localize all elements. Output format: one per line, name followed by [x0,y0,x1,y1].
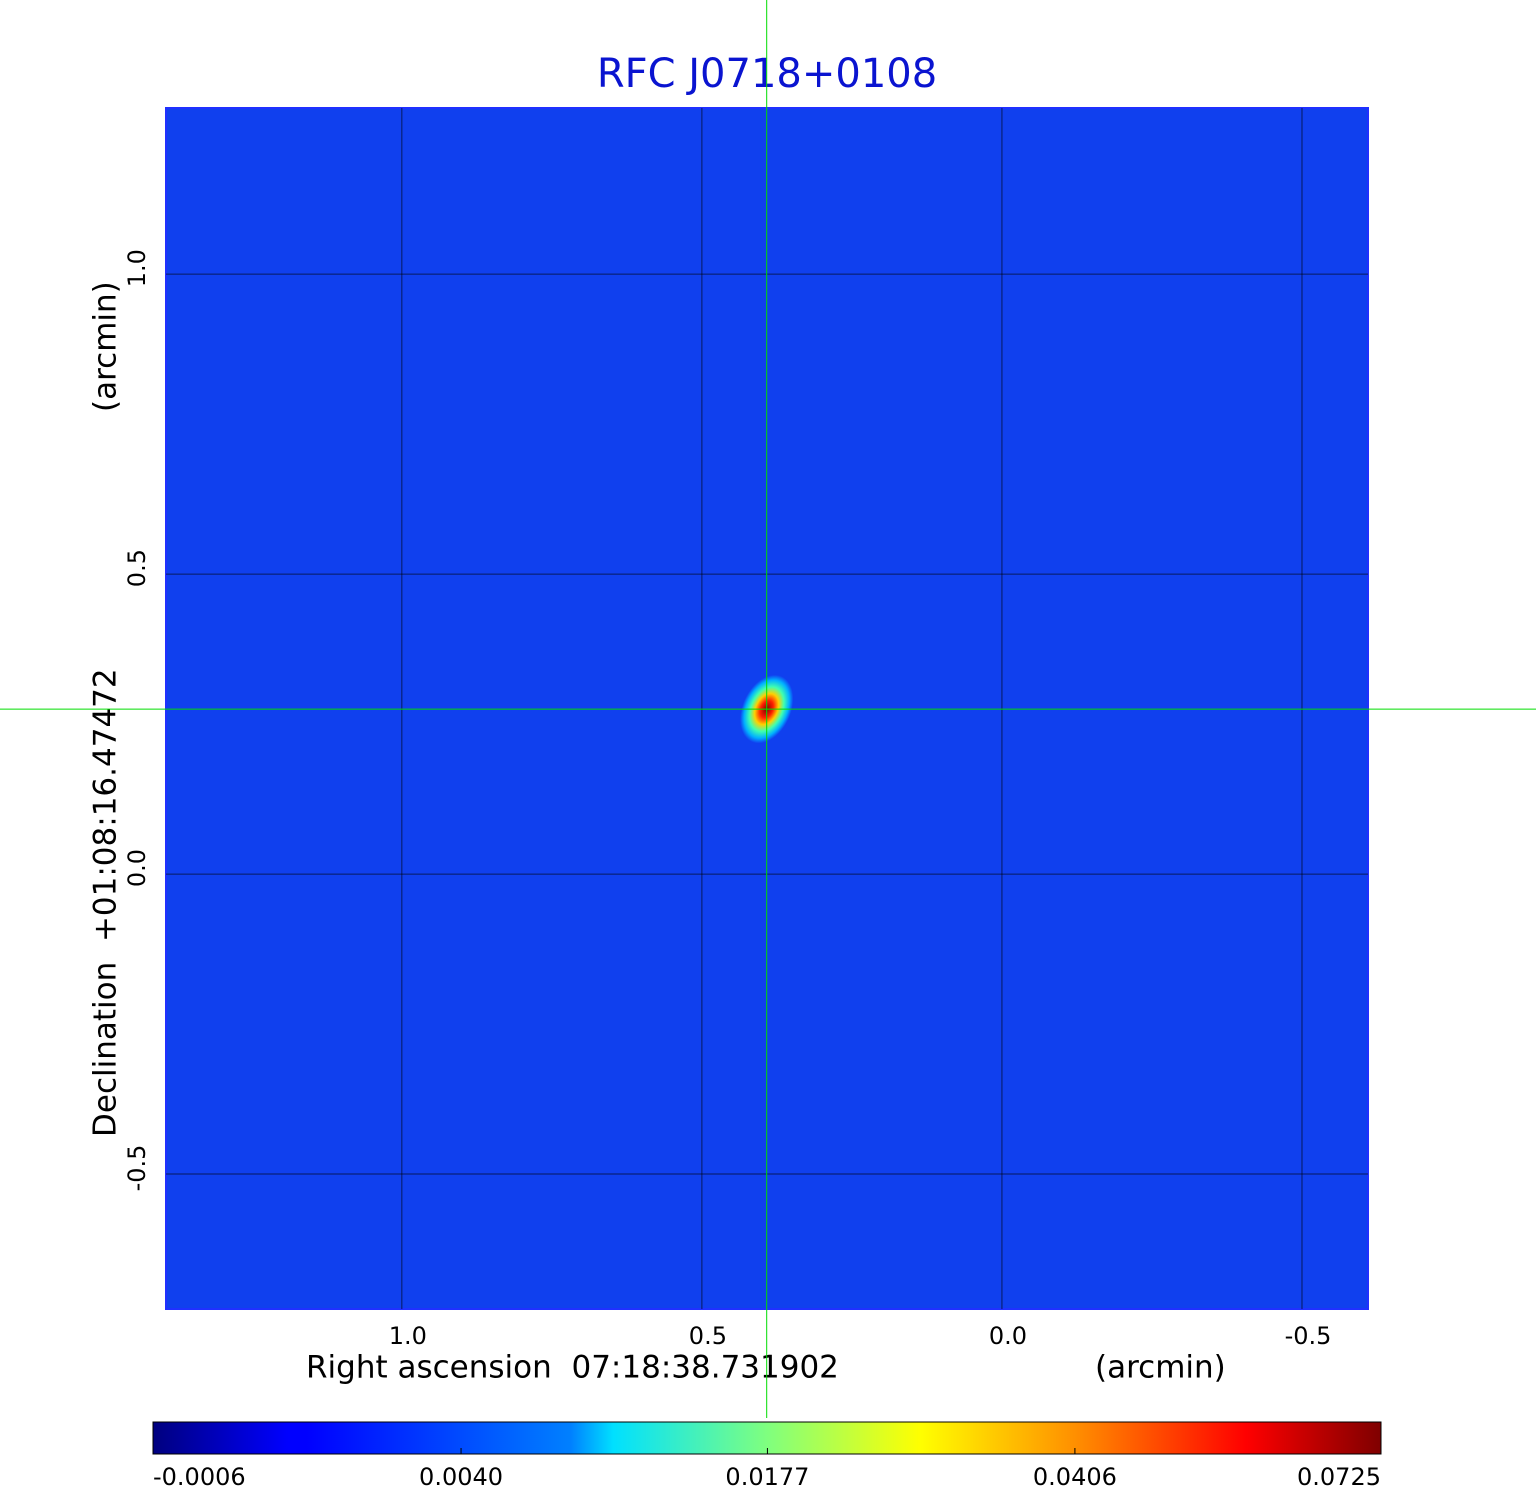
colorbar-tick-label: 0.0406 [1033,1463,1117,1491]
y-axis-label: Declination +01:08:16.47472 [88,668,124,1137]
colorbar-tick-label: 0.0040 [419,1463,503,1491]
x-axis-label: Right ascension 07:18:38.731902 [306,1350,839,1386]
x-axis-unit: (arcmin) [1095,1350,1226,1386]
x-tick-label: 0.0 [989,1322,1027,1350]
colorbar-tick-label: -0.0006 [153,1463,246,1491]
y-tick-label: 0.5 [123,549,151,587]
x-tick-label: -0.5 [1285,1322,1332,1350]
x-tick-label: 1.0 [389,1322,427,1350]
x-tick-label: 0.5 [689,1322,727,1350]
colorbar-tick-label: 0.0177 [725,1463,809,1491]
y-tick-label: -0.5 [123,1145,151,1192]
y-tick-label: 1.0 [123,249,151,287]
y-axis-unit: (arcmin) [88,281,124,412]
y-tick-label: 0.0 [123,849,151,887]
colorbar-tick-label: 0.0725 [1297,1463,1381,1491]
